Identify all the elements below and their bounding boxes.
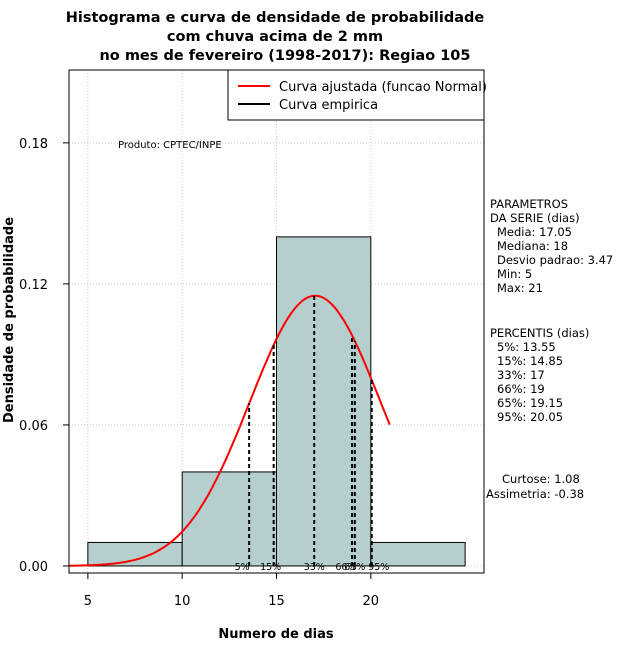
legend-label-fit: Curva ajustada (funcao Normal) [279,80,487,95]
legend-box [227,69,485,121]
legend-label-empirical: Curva empirica [279,98,378,113]
normal-fit-curve [69,294,391,567]
parametros-block: PARAMETROS DA SERIE (dias) Media: 17.05 … [490,197,613,295]
percentis-5: 5%: 13.55 [497,340,556,354]
x-tick-label: 10 [174,594,191,609]
chart-title-line-2: com chuva acima de 2 mm [167,29,383,45]
percentile-label: 65% [344,562,365,573]
parametros-min: Min: 5 [497,267,532,281]
chart-title-line-3: no mes de fevereiro (1998-2017): Regiao … [99,48,470,64]
histogram-bars [87,236,466,567]
percentis-95: 95%: 20.05 [497,410,563,424]
percentile-label: 66% [335,562,356,573]
percentis-65: 65%: 19.15 [497,396,563,410]
percentile-lines-layer: 5% 15% 33% 66%65% 95% [235,295,389,573]
x-axis-label: Numero de dias [218,627,334,642]
percentis-title: PERCENTIS (dias) [490,326,589,340]
y-tick-label: 0.12 [19,278,48,293]
parametros-title-2: DA SERIE (dias) [490,211,580,225]
y-axis-label: Densidade de probabilidade [2,217,17,423]
percentis-block: PERCENTIS (dias) 5%: 13.55 15%: 14.85 33… [490,326,589,424]
y-tick-label: 0.18 [19,137,48,152]
assimetria-label: Assimetria: -0.38 [486,487,584,501]
percentile-label: 15% [260,562,281,573]
chart-title-line-1: Histograma e curva de densidade de proba… [66,10,485,26]
parametros-desvio: Desvio padrao: 3.47 [497,253,613,267]
produto-label: Produto: CPTEC/INPE [118,140,222,151]
forma-block: Curtose: 1.08 Assimetria: -0.38 [486,472,584,501]
legend: Curva ajustada (funcao Normal) Curva emp… [227,69,487,121]
percentis-66: 66%: 19 [497,382,545,396]
percentis-33: 33%: 17 [497,368,545,382]
histogram-bar [370,541,466,567]
percentis-15: 15%: 14.85 [497,354,563,368]
percentile-label: 33% [304,562,325,573]
y-tick-label: 0.06 [19,419,48,434]
y-tick-label: 0.00 [19,560,48,575]
histogram-bar [87,541,183,567]
x-tick-label: 15 [268,594,285,609]
parametros-mediana: Mediana: 18 [497,239,568,253]
normal-curve-layer [69,294,391,567]
x-tick-label: 5 [84,594,92,609]
curtose-label: Curtose: 1.08 [502,472,580,486]
histogram-bar [181,471,278,567]
percentile-label: 95% [368,562,389,573]
percentile-label: 5% [235,562,250,573]
x-tick-label: 20 [363,594,380,609]
histogram-bar [276,236,372,567]
parametros-max: Max: 21 [497,281,543,295]
parametros-media: Media: 17.05 [497,225,572,239]
parametros-title-1: PARAMETROS [490,197,568,211]
